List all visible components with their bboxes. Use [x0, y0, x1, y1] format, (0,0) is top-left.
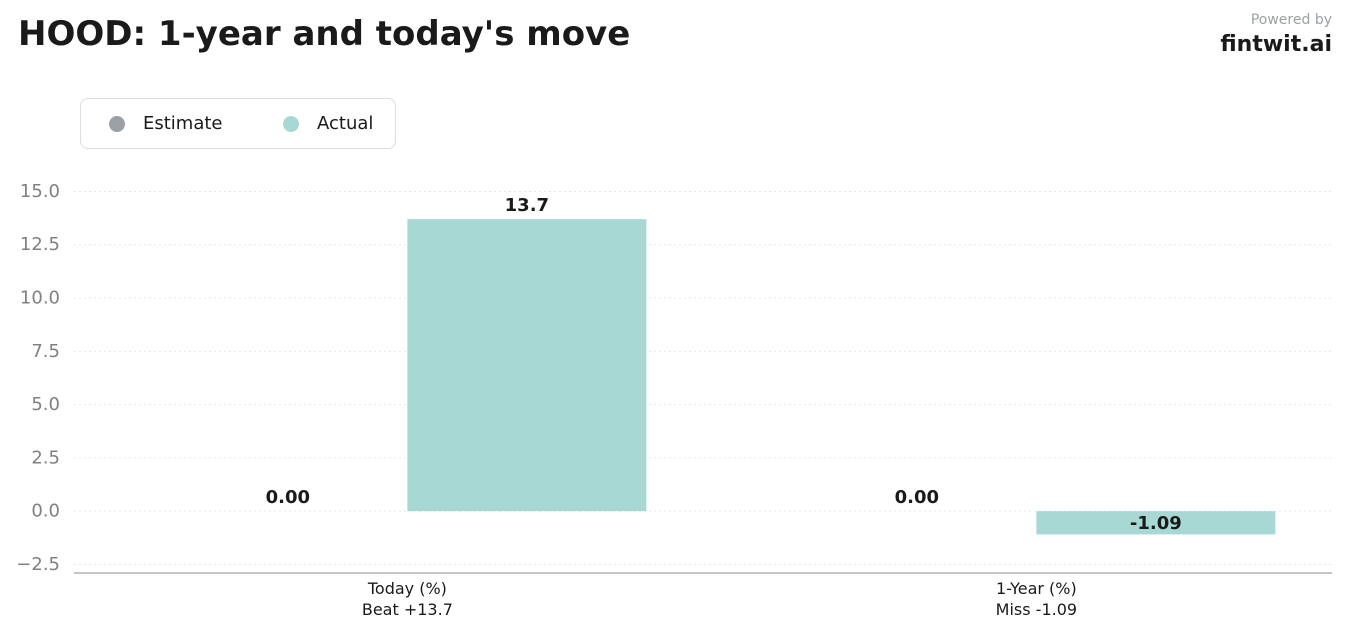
y-tick-label: 12.5 — [20, 234, 60, 255]
y-tick-label: 0.0 — [31, 501, 60, 522]
y-tick-label: −2.5 — [16, 554, 60, 575]
y-tick-label: 15.0 — [20, 181, 60, 202]
chart-title: HOOD: 1-year and today's move — [18, 14, 631, 54]
y-tick-label: 2.5 — [31, 447, 60, 468]
x-tick-sublabel: Beat +13.7 — [362, 600, 453, 619]
chart-legend: Estimate Actual — [80, 98, 396, 149]
legend-item-estimate: Estimate — [109, 99, 223, 148]
brand-logo-text: fintwit.ai — [1220, 32, 1332, 57]
y-tick-label: 5.0 — [31, 394, 60, 415]
bar-actual — [1036, 511, 1276, 535]
legend-label-actual: Actual — [317, 113, 374, 134]
legend-label-estimate: Estimate — [143, 113, 223, 134]
legend-marker-actual — [283, 115, 299, 132]
data-label: -1.09 — [1130, 513, 1182, 534]
powered-by-label: Powered by — [1250, 12, 1332, 28]
x-tick-label: 1-Year (%) — [996, 579, 1077, 598]
y-tick-label: 7.5 — [31, 341, 60, 362]
x-tick-label: Today (%) — [367, 579, 447, 598]
data-label: 0.00 — [895, 487, 939, 508]
y-tick-label: 10.0 — [20, 288, 60, 309]
x-tick-sublabel: Miss -1.09 — [996, 600, 1077, 619]
legend-item-actual: Actual — [283, 99, 373, 148]
bar-actual — [407, 219, 647, 512]
legend-marker-estimate — [109, 115, 125, 132]
data-label: 0.00 — [266, 487, 310, 508]
data-label: 13.7 — [505, 195, 549, 216]
